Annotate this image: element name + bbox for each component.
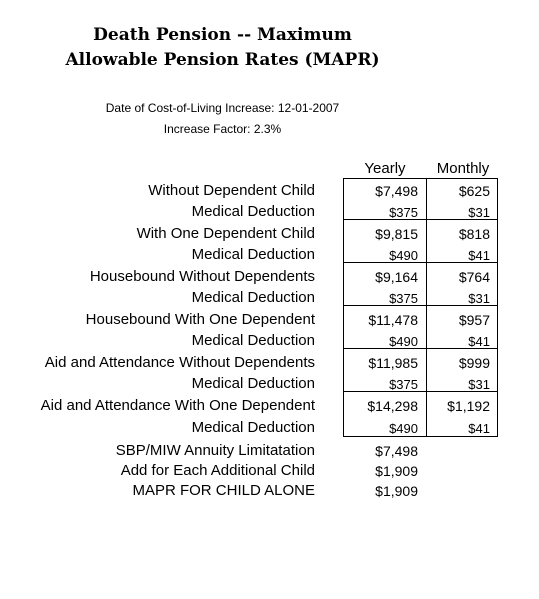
- row-monthly: $818: [458, 226, 490, 242]
- table-row: Housebound Without Dependents $9,164 $76…: [0, 265, 539, 287]
- table-row: Medical Deduction $490 $41: [0, 416, 539, 438]
- row-monthly: $999: [458, 355, 490, 371]
- table-row: Without Dependent Child $7,498 $625: [0, 179, 539, 201]
- table-row: Medical Deduction $490 $41: [0, 329, 539, 351]
- row-monthly: $31: [468, 377, 490, 392]
- rate-group-box: [343, 220, 498, 263]
- row-yearly: $1,909: [375, 483, 418, 499]
- row-monthly: $764: [458, 269, 490, 285]
- row-yearly: $490: [389, 334, 418, 349]
- page-title-line1: Death Pension -- Maximum: [93, 25, 352, 45]
- row-yearly: $375: [389, 205, 418, 220]
- row-label: SBP/MIW Annuity Limitatation: [115, 442, 315, 459]
- row-monthly: $1,192: [447, 398, 490, 414]
- row-label: With One Dependent Child: [136, 225, 315, 242]
- rate-group-box: [343, 392, 498, 437]
- rate-group-box: [343, 263, 498, 306]
- row-yearly: $7,498: [375, 443, 418, 459]
- table-row: With One Dependent Child $9,815 $818: [0, 222, 539, 244]
- row-label: Medical Deduction: [191, 375, 315, 392]
- row-label: Aid and Attendance Without Dependents: [44, 354, 315, 371]
- row-yearly: $9,815: [375, 226, 418, 242]
- table-row: Medical Deduction $375 $31: [0, 286, 539, 308]
- row-yearly: $7,498: [375, 183, 418, 199]
- rate-group-box: [343, 306, 498, 349]
- row-monthly: $41: [468, 334, 490, 349]
- cola-date: Date of Cost-of-Living Increase: 12-01-2…: [105, 101, 340, 115]
- row-monthly: $41: [468, 248, 490, 263]
- table-row: Add for Each Additional Child $1,909: [0, 459, 539, 481]
- row-yearly: $490: [389, 248, 418, 263]
- row-label: Medical Deduction: [191, 246, 315, 263]
- column-header-monthly: Monthly: [436, 160, 490, 177]
- row-monthly: $957: [458, 312, 490, 328]
- row-label: Housebound With One Dependent: [85, 311, 315, 328]
- column-header-yearly: Yearly: [364, 160, 406, 177]
- increase-factor: Increase Factor: 2.3%: [163, 122, 282, 136]
- row-label: Medical Deduction: [191, 203, 315, 220]
- table-row: Medical Deduction $375 $31: [0, 200, 539, 222]
- row-label: Add for Each Additional Child: [120, 462, 315, 479]
- row-monthly: $625: [458, 183, 490, 199]
- row-yearly: $9,164: [375, 269, 418, 285]
- row-yearly: $490: [389, 421, 418, 436]
- row-yearly: $1,909: [375, 463, 418, 479]
- row-monthly: $41: [468, 421, 490, 436]
- row-label: Medical Deduction: [191, 289, 315, 306]
- rate-group-box: [343, 349, 498, 392]
- row-yearly: $11,985: [368, 355, 418, 371]
- page-title-line2: Allowable Pension Rates (MAPR): [65, 50, 380, 70]
- row-yearly: $11,478: [368, 312, 418, 328]
- rate-group-box: [343, 178, 498, 220]
- row-label: Aid and Attendance With One Dependent: [40, 397, 315, 414]
- table-row: Housebound With One Dependent $11,478 $9…: [0, 308, 539, 330]
- row-label: Medical Deduction: [191, 332, 315, 349]
- table-row: SBP/MIW Annuity Limitatation $7,498: [0, 439, 539, 461]
- row-label: Housebound Without Dependents: [89, 268, 315, 285]
- table-row: Aid and Attendance With One Dependent $1…: [0, 394, 539, 416]
- table-row: Medical Deduction $375 $31: [0, 372, 539, 394]
- row-yearly: $14,298: [367, 398, 418, 414]
- table-row: Medical Deduction $490 $41: [0, 243, 539, 265]
- row-monthly: $31: [468, 291, 490, 306]
- row-label: Without Dependent Child: [148, 182, 315, 199]
- row-yearly: $375: [389, 291, 418, 306]
- row-label: Medical Deduction: [191, 419, 315, 436]
- table-row: Aid and Attendance Without Dependents $1…: [0, 351, 539, 373]
- row-yearly: $375: [389, 377, 418, 392]
- row-monthly: $31: [468, 205, 490, 220]
- table-row: MAPR FOR CHILD ALONE $1,909: [0, 479, 539, 501]
- row-label: MAPR FOR CHILD ALONE: [132, 482, 315, 499]
